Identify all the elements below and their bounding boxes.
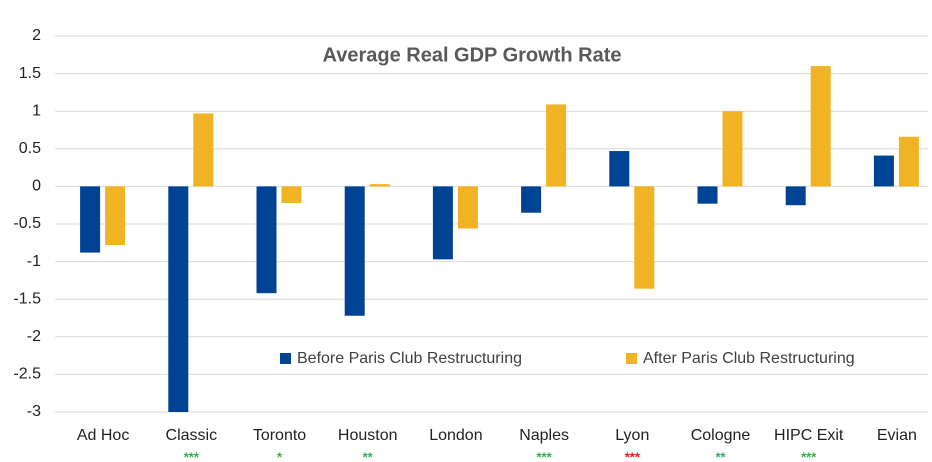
bar xyxy=(810,66,831,187)
x-tick-label: Lyon xyxy=(615,427,649,444)
bar xyxy=(785,186,806,206)
significance-label: ** xyxy=(363,449,374,462)
bar xyxy=(521,186,542,213)
x-tick-label: Cologne xyxy=(691,427,751,444)
x-tick-label: Houston xyxy=(338,427,398,444)
x-tick-label: Classic xyxy=(166,427,218,444)
bar xyxy=(344,186,365,316)
legend-swatch xyxy=(280,353,291,364)
significance-label: * xyxy=(277,449,283,462)
x-tick-label: Ad Hoc xyxy=(77,427,129,444)
y-tick-label: -3 xyxy=(27,403,41,420)
y-tick-label: 0.5 xyxy=(19,140,41,157)
significance-label: *** xyxy=(184,449,200,462)
bar xyxy=(105,186,126,246)
y-tick-label: 1.5 xyxy=(19,65,41,82)
bar xyxy=(432,186,453,260)
y-tick-label: -0.5 xyxy=(13,215,41,232)
x-tick-label: London xyxy=(429,427,482,444)
x-tick-label: HIPC Exit xyxy=(774,427,844,444)
bar xyxy=(634,186,655,289)
legend-label: After Paris Club Restructuring xyxy=(643,350,855,367)
y-tick-label: 1 xyxy=(32,102,41,119)
bar xyxy=(281,186,302,203)
bar xyxy=(722,111,743,187)
bar xyxy=(697,186,718,204)
chart-title: Average Real GDP Growth Rate xyxy=(323,44,622,66)
y-tick-label: 2 xyxy=(32,27,41,44)
bar xyxy=(80,186,101,253)
significance-label: *** xyxy=(625,449,641,462)
y-tick-label: 0 xyxy=(32,178,41,195)
bar xyxy=(873,155,894,187)
y-tick-label: -1 xyxy=(27,253,41,270)
y-tick-label: -1.5 xyxy=(13,290,41,307)
x-tick-label: Toronto xyxy=(253,427,306,444)
legend-label: Before Paris Club Restructuring xyxy=(297,350,522,367)
bar xyxy=(168,186,189,412)
x-tick-label: Evian xyxy=(877,427,917,444)
bar xyxy=(898,136,919,187)
bar xyxy=(369,184,390,187)
y-tick-label: -2 xyxy=(27,328,41,345)
significance-label: *** xyxy=(801,449,817,462)
y-tick-label: -2.5 xyxy=(13,366,41,383)
significance-label: *** xyxy=(537,449,553,462)
bar xyxy=(457,186,478,229)
bar xyxy=(256,186,277,294)
x-tick-label: Naples xyxy=(519,427,569,444)
significance-label: ** xyxy=(715,449,726,462)
legend-swatch xyxy=(626,353,637,364)
bar xyxy=(546,104,567,187)
bar xyxy=(609,151,630,187)
bar xyxy=(193,113,214,187)
